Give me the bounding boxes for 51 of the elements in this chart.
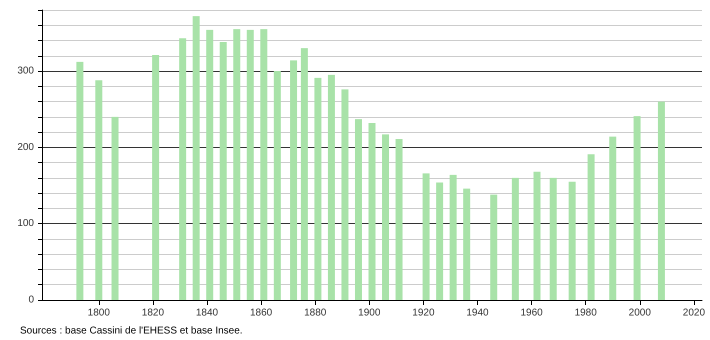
bar [95,80,102,300]
bar [490,194,498,300]
x-tick-label: 1900 [358,308,381,318]
bar [179,38,186,300]
bar [450,174,457,300]
x-tick-label: 1860 [250,308,273,318]
x-tick-label: 2020 [682,308,706,318]
x-tick-label: 1800 [88,308,110,318]
bar [422,173,430,300]
x-tick-label: 1880 [304,308,327,318]
y-tick-label: 0 [28,294,34,306]
bar [300,48,308,300]
bar [246,30,254,300]
y-tick-label: 300 [17,66,34,77]
x-tick-label: 1960 [520,308,544,318]
bar [463,188,470,300]
bar [233,29,240,300]
bar [290,60,298,300]
x-tick-label: 1840 [196,308,219,318]
x-tick-label: 1920 [412,308,435,318]
bar [512,178,519,300]
bar [658,102,665,300]
bar [260,29,268,300]
source-note: Sources : base Cassini de l'EHESS et base Insee. [20,326,243,336]
bar [341,89,348,300]
bar [192,16,200,300]
bar [206,30,214,300]
bar [396,138,403,300]
bar [588,154,595,300]
bar [609,136,616,300]
x-tick-label: 1980 [574,308,598,318]
bar [112,116,119,300]
x-tick-label: 1940 [466,308,490,318]
y-tick-label: 200 [17,142,34,153]
bar [152,55,160,300]
bar [314,78,322,300]
bar [568,182,576,300]
bar [534,172,540,300]
x-tick-label: 1820 [142,308,164,318]
bar [382,134,390,300]
bar [368,122,376,300]
bar [274,71,281,300]
bar [436,182,444,300]
bar [550,178,557,300]
bar [220,42,227,300]
bar [328,74,335,300]
bar [354,119,362,300]
x-tick-label: 2000 [628,308,652,318]
bar [634,116,641,300]
bar [76,62,84,300]
y-tick-label: 100 [17,218,34,230]
